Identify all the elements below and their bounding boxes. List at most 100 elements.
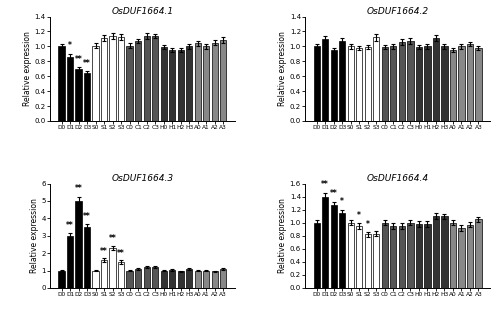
Bar	[314, 223, 320, 288]
Bar	[144, 267, 150, 288]
Bar	[92, 46, 99, 121]
Bar	[144, 36, 150, 121]
Bar	[110, 248, 116, 288]
Bar	[84, 227, 90, 288]
Bar	[84, 73, 90, 121]
Bar	[101, 38, 107, 121]
Bar	[416, 47, 422, 121]
Y-axis label: Relative expression: Relative expression	[30, 198, 38, 273]
Bar	[118, 37, 124, 121]
Bar	[466, 225, 473, 288]
Text: *: *	[68, 41, 72, 50]
Bar	[186, 46, 192, 121]
Bar	[407, 223, 414, 288]
Bar	[339, 213, 345, 288]
Bar	[220, 40, 226, 121]
Text: **: **	[83, 59, 91, 68]
Bar	[390, 226, 396, 288]
Bar	[126, 46, 133, 121]
Bar	[475, 48, 482, 121]
Bar	[348, 223, 354, 288]
Text: **: **	[118, 249, 125, 258]
Bar	[203, 46, 209, 121]
Bar	[203, 270, 209, 288]
Bar	[356, 48, 362, 121]
Bar	[364, 234, 371, 288]
Text: **: **	[330, 189, 338, 198]
Bar	[458, 46, 464, 121]
Bar	[330, 205, 337, 288]
Bar	[416, 224, 422, 288]
Bar	[212, 271, 218, 288]
Bar	[169, 50, 175, 121]
Bar	[382, 223, 388, 288]
Bar	[398, 42, 405, 121]
Bar	[135, 41, 141, 121]
Bar	[382, 47, 388, 121]
Bar	[458, 228, 464, 288]
Bar	[76, 69, 82, 121]
Bar	[390, 46, 396, 121]
Bar	[152, 267, 158, 288]
Bar	[178, 271, 184, 288]
Bar	[466, 44, 473, 121]
Bar	[67, 57, 73, 121]
Bar	[450, 223, 456, 288]
Bar	[373, 234, 380, 288]
Bar	[348, 46, 354, 121]
Text: **: **	[74, 184, 82, 193]
Bar	[186, 269, 192, 288]
Bar	[424, 46, 430, 121]
Title: OsDUF1664.1: OsDUF1664.1	[112, 7, 174, 16]
Title: OsDUF1664.3: OsDUF1664.3	[112, 174, 174, 183]
Text: **: **	[109, 234, 116, 243]
Bar	[135, 269, 141, 288]
Text: **: **	[66, 221, 74, 230]
Title: OsDUF1664.4: OsDUF1664.4	[366, 174, 428, 183]
Bar	[322, 197, 328, 288]
Text: **: **	[83, 212, 91, 221]
Bar	[424, 224, 430, 288]
Bar	[314, 46, 320, 121]
Bar	[450, 50, 456, 121]
Bar	[432, 38, 439, 121]
Text: **: **	[100, 247, 108, 256]
Bar	[194, 43, 201, 121]
Bar	[441, 216, 448, 288]
Bar	[407, 41, 414, 121]
Text: **: **	[322, 180, 329, 189]
Text: *: *	[366, 219, 370, 229]
Bar	[160, 47, 167, 121]
Bar	[330, 50, 337, 121]
Bar	[432, 216, 439, 288]
Bar	[441, 46, 448, 121]
Y-axis label: Relative expression: Relative expression	[278, 31, 287, 106]
Y-axis label: Relative expression: Relative expression	[278, 198, 287, 273]
Bar	[126, 270, 133, 288]
Bar	[194, 270, 201, 288]
Bar	[110, 36, 116, 121]
Bar	[475, 219, 482, 288]
Bar	[118, 262, 124, 288]
Bar	[212, 43, 218, 121]
Bar	[67, 236, 73, 288]
Y-axis label: Relative expression: Relative expression	[23, 31, 32, 106]
Bar	[398, 226, 405, 288]
Bar	[373, 37, 380, 121]
Title: OsDUF1664.2: OsDUF1664.2	[366, 7, 428, 16]
Bar	[169, 270, 175, 288]
Bar	[58, 46, 65, 121]
Bar	[356, 226, 362, 288]
Bar	[364, 47, 371, 121]
Bar	[220, 269, 226, 288]
Bar	[152, 36, 158, 121]
Bar	[76, 201, 82, 288]
Bar	[92, 270, 99, 288]
Text: *: *	[340, 197, 344, 207]
Bar	[58, 270, 65, 288]
Bar	[322, 39, 328, 121]
Text: **: **	[74, 55, 82, 64]
Bar	[339, 41, 345, 121]
Bar	[160, 270, 167, 288]
Text: *: *	[358, 211, 361, 220]
